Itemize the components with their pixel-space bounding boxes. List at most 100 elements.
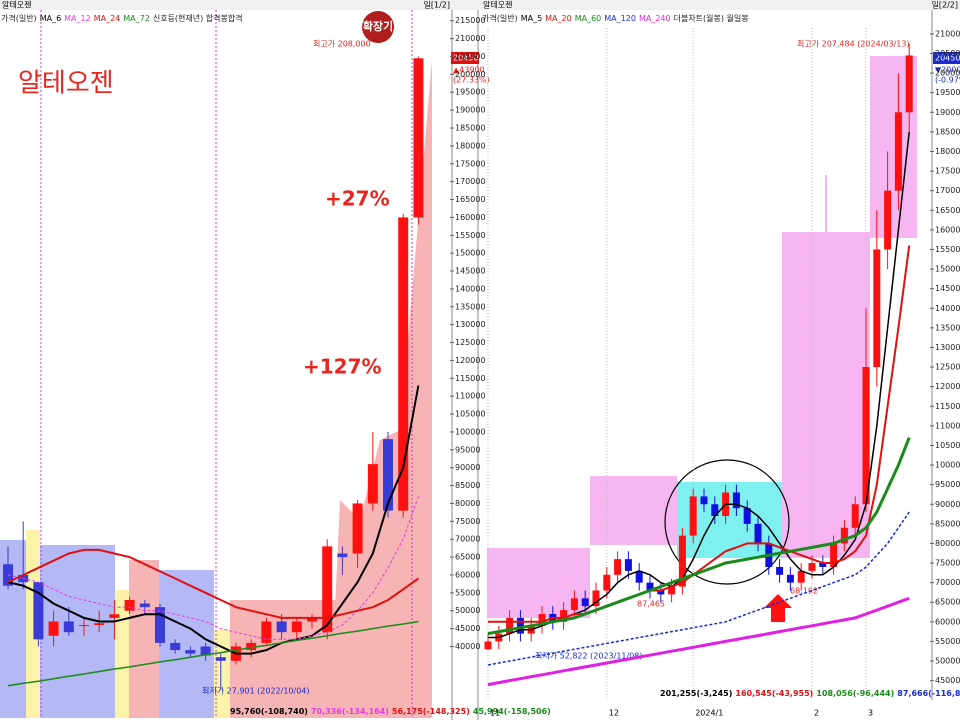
candle-body <box>155 607 165 643</box>
candle-body <box>657 590 665 595</box>
candle-body <box>352 503 363 554</box>
gain-annotation: +127% <box>303 355 382 379</box>
y-tick-label: 180000 <box>455 141 486 150</box>
y-tick-label: 115000 <box>455 374 486 383</box>
candle-body <box>139 603 150 608</box>
change-label: ▼2000 <box>935 66 960 75</box>
price-box <box>933 52 960 64</box>
page-label[interactable]: 일[1/2] <box>424 1 450 10</box>
y-tick-label: 50000 <box>455 606 480 615</box>
y-tick-label: 85000 <box>455 481 480 490</box>
candle-body <box>246 642 257 651</box>
candle-body <box>808 563 816 571</box>
ma-summary-value: 87,666(-116,834) <box>897 689 960 698</box>
low-label: 최저가 52,822 (2023/11/08) <box>535 651 643 661</box>
x-tick-label: 12 <box>609 709 619 718</box>
y-tick-label: 170000 <box>935 186 960 195</box>
y-tick-label: 60000 <box>935 617 960 626</box>
candle-body <box>261 621 272 643</box>
x-tick-label: 2 <box>814 709 819 718</box>
legend: 가격(일반) MA_6 MA_12 MA_24 MA_72 신호등(현재년) 합격봉합격 <box>1 13 243 23</box>
candle-body <box>732 492 740 509</box>
candle-body <box>570 598 578 611</box>
legend-prefix: 가격(일반) <box>482 13 518 23</box>
y-tick-label: 185000 <box>935 127 960 136</box>
legend: 가격(일반) MA_5 MA_20 MA_60 MA_120 MA_240 더블차트(월봉)… <box>482 13 749 23</box>
y-tick-label: 190000 <box>935 108 960 117</box>
candle-body <box>776 566 784 575</box>
ma-summary-value: 95,760(-108,740) <box>230 707 308 716</box>
candle-body <box>797 570 805 583</box>
y-tick-label: 140000 <box>935 304 960 313</box>
ma-line <box>488 245 911 623</box>
tab-bar <box>0 0 960 10</box>
legend-entry: MA_20 <box>545 14 572 23</box>
y-tick-label: 205000 <box>455 52 486 61</box>
y-tick-label: 155000 <box>935 245 960 254</box>
candle-body <box>200 646 211 656</box>
candle-body <box>383 439 393 511</box>
ma-line <box>487 596 910 687</box>
phase-badge <box>362 11 394 43</box>
legend-entry: MA_5 <box>521 14 542 23</box>
y-tick-label: 130000 <box>935 343 960 352</box>
candle-body <box>786 574 794 583</box>
candle-body <box>581 598 589 607</box>
candle-body <box>884 190 892 250</box>
y-tick-label: 100000 <box>935 461 960 470</box>
ma-line <box>7 496 419 640</box>
y-tick-label: 135000 <box>935 323 960 332</box>
candle-body <box>79 625 89 627</box>
y-tick-label: 120000 <box>455 356 486 365</box>
candle-body <box>506 617 514 634</box>
candle-body <box>63 621 74 633</box>
y-tick-label: 190000 <box>455 106 486 115</box>
candle-body <box>624 559 632 571</box>
page-label[interactable]: 일[2/2] <box>932 1 958 10</box>
ma-line <box>7 620 419 687</box>
y-tick-label: 145000 <box>935 284 960 293</box>
y-tick-label: 185000 <box>455 124 486 133</box>
tab-title[interactable]: 알테오젠 <box>483 0 512 10</box>
tab-title[interactable]: 알테오젠 <box>2 0 31 10</box>
low-label: 최저가 27,901 (2022/10/04) <box>202 686 310 696</box>
y-tick-label: 70000 <box>935 578 960 587</box>
legend-entry: MA_24 <box>94 14 121 23</box>
low-mark: 87,465 <box>637 600 665 609</box>
y-tick-label: 150000 <box>935 265 960 274</box>
y-tick-label: 115000 <box>935 402 960 411</box>
candle-body <box>560 610 568 622</box>
x-tick-label: 2024/1 <box>695 709 723 718</box>
candle-body <box>307 617 317 622</box>
candle-body <box>170 642 181 651</box>
y-tick-label: 165000 <box>935 206 960 215</box>
y-tick-label: 195000 <box>935 88 960 97</box>
y-tick-label: 135000 <box>455 302 486 311</box>
y-tick-label: 40000 <box>455 642 480 651</box>
candle-body <box>603 574 611 591</box>
candle-body <box>322 546 333 633</box>
candle-body <box>905 55 913 113</box>
candle-body <box>291 621 302 633</box>
legend-entry: MA_12 <box>64 14 91 23</box>
y-tick-label: 70000 <box>455 535 480 544</box>
candle-body <box>851 504 859 528</box>
y-tick-label: 120000 <box>935 382 960 391</box>
candle-body <box>337 553 348 558</box>
y-tick-label: 210000 <box>455 34 486 43</box>
y-tick-label: 180000 <box>935 147 960 156</box>
y-tick-label: 170000 <box>455 177 486 186</box>
candle-body <box>48 621 59 636</box>
y-tick-label: 80000 <box>455 499 480 508</box>
y-tick-label: 195000 <box>455 88 486 97</box>
y-tick-label: 50000 <box>935 657 960 666</box>
ma-summary: 95,760(-108,740) 70,336(-134,164) 56,175(-… <box>230 707 551 716</box>
y-tick-label: 215000 <box>455 16 486 25</box>
legend-suffix: 신호등(현재년) 합격봉합격 <box>153 13 243 23</box>
candle-body <box>516 617 524 634</box>
candle-body <box>678 535 686 587</box>
price-label: 204500 <box>453 54 484 63</box>
y-tick-label: 95000 <box>455 445 480 454</box>
y-tick-label: 90000 <box>455 463 480 472</box>
